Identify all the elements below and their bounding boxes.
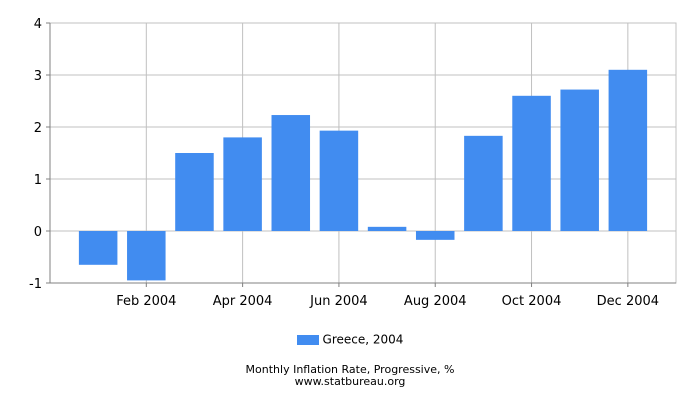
legend-swatch: [296, 334, 319, 345]
x-tick-label: Feb 2004: [116, 294, 176, 309]
x-tick-label: Apr 2004: [213, 294, 273, 309]
x-tick-label: Jun 2004: [309, 294, 368, 309]
y-tick-label: 3: [34, 69, 42, 84]
bar-jan-2004: [78, 231, 118, 265]
bar-apr-2004: [223, 137, 262, 231]
bar-dec-2004: [608, 69, 648, 231]
bar-jun-2004: [319, 130, 359, 231]
y-tick-label: 2: [34, 121, 42, 136]
bar-sep-2004: [464, 135, 503, 231]
chart-caption: Monthly Inflation Rate, Progressive, %: [245, 363, 455, 376]
legend-label: Greece, 2004: [322, 332, 404, 347]
bar-may-2004: [271, 115, 311, 231]
bar-mar-2004: [175, 153, 214, 231]
x-tick-label: Dec 2004: [597, 294, 659, 309]
bar-feb-2004: [127, 231, 166, 281]
y-tick-label: -1: [29, 277, 42, 292]
source-url: www.statbureau.org: [294, 375, 406, 388]
legend: Greece, 2004: [0, 332, 700, 347]
bar-oct-2004: [512, 95, 551, 231]
bar-jul-2004: [367, 226, 407, 231]
bar-aug-2004: [415, 231, 455, 240]
x-tick-label: Aug 2004: [404, 294, 467, 309]
bar-nov-2004: [560, 89, 599, 231]
y-tick-label: 1: [34, 173, 42, 188]
y-tick-label: 0: [34, 225, 42, 240]
x-tick-label: Oct 2004: [502, 294, 562, 309]
y-tick-label: 4: [34, 17, 42, 32]
